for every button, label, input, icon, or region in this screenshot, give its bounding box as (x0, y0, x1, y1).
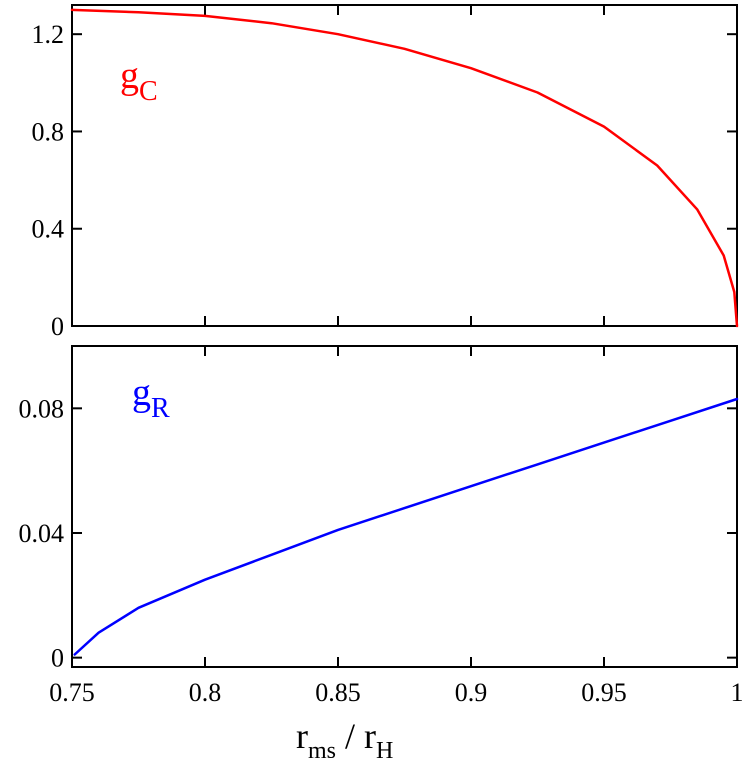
y-tick-label-top-1: 0.4 (32, 215, 65, 244)
series-line-top-0 (70, 8, 739, 328)
x-axis-title-r1: r (296, 716, 308, 756)
x-tick-label-1: 0.8 (189, 678, 222, 707)
panel-label-bottom: gR (132, 372, 170, 424)
plot-frame-bottom (71, 345, 738, 668)
y-tick-label-bottom-2: 0.08 (19, 394, 65, 423)
x-axis-title-text: rms / rH (296, 716, 393, 764)
panel-label-top: gC (120, 55, 158, 107)
panel-label-sub-bottom: R (151, 393, 170, 424)
panel-top: 0 0.4 0.8 1.2 gC (32, 4, 739, 341)
panel-label-main-top: g (120, 55, 139, 97)
panel-label-main-bottom: g (132, 372, 151, 414)
y-tick-label-top-0: 0 (51, 312, 64, 341)
y-tick-label-top-2: 0.8 (32, 117, 65, 146)
x-axis-title-sub2: H (376, 738, 393, 764)
series-line-bottom-0 (73, 397, 739, 656)
x-tick-label-3: 0.9 (455, 678, 488, 707)
x-tick-label-4: 0.95 (581, 678, 627, 707)
panel-label-sub-top: C (139, 76, 158, 107)
x-tick-label-2: 0.85 (315, 678, 361, 707)
x-axis-title-r2: r (364, 716, 376, 756)
y-tick-label-top-3: 1.2 (32, 20, 65, 49)
x-tick-label-0: 0.75 (49, 678, 95, 707)
x-tick-label-5: 1 (731, 678, 744, 707)
plot-frame-top (71, 4, 738, 327)
panel-bottom: 0 0.04 0.08 gR 0.75 0.8 0.85 0.9 0.95 1 (19, 345, 744, 707)
x-axis-title-sub1: ms (308, 738, 336, 764)
y-tick-label-bottom-1: 0.04 (19, 519, 65, 548)
x-axis-title: rms / rH (296, 716, 393, 764)
y-tick-label-bottom-0: 0 (51, 644, 64, 673)
x-axis-title-sep: / (336, 716, 364, 756)
